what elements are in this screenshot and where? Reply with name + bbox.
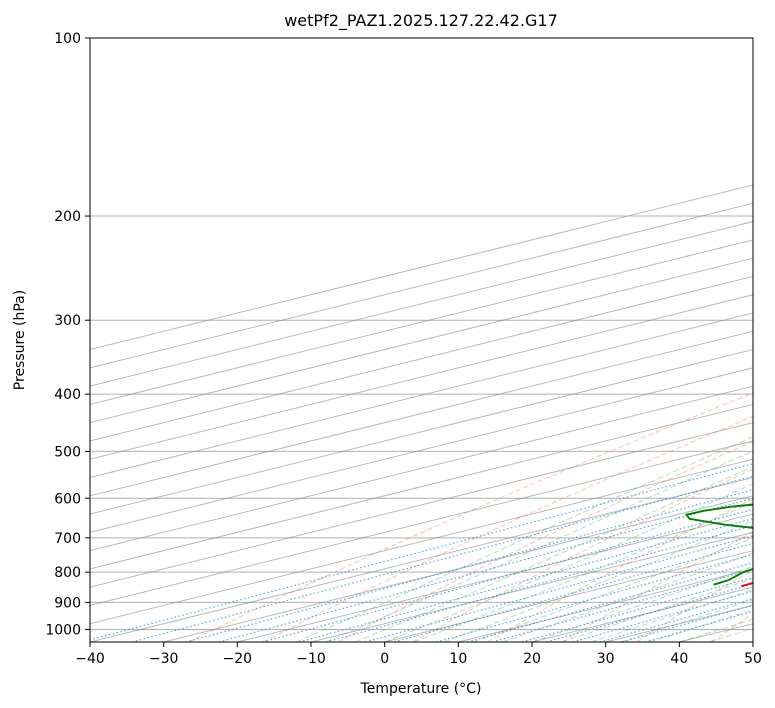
mixing-ratio-line	[436, 553, 753, 642]
x-tick-label: 40	[670, 651, 688, 667]
isotherm	[90, 221, 753, 387]
dry-adiabat	[487, 498, 753, 642]
isotherm	[90, 330, 753, 497]
x-tick-label: 30	[597, 651, 615, 667]
moist-adiabat	[649, 609, 753, 642]
moist-adiabat	[355, 466, 753, 642]
moist-adiabats	[296, 436, 753, 642]
isotherm	[163, 495, 753, 642]
dry-adiabat	[337, 441, 753, 642]
y-axis-ticks: 100 200 300 400 500 600 700 800 900 1000	[45, 31, 90, 638]
moist-adiabat	[413, 501, 753, 642]
mixing-ratio-lines	[90, 463, 753, 642]
plot-frame	[89, 37, 754, 643]
dry-adiabat	[636, 569, 753, 642]
isotherm	[90, 184, 753, 351]
dry-adiabat	[188, 392, 753, 642]
x-tick-label: 20	[523, 651, 541, 667]
temperature-profile-line	[741, 581, 753, 588]
mixing-ratio-line	[185, 489, 753, 642]
dry-adiabat	[562, 531, 753, 642]
isotherm	[90, 312, 753, 478]
x-tick-label: −10	[296, 651, 326, 667]
x-tick-label: −20	[223, 651, 253, 667]
isotherm	[90, 202, 753, 369]
x-axis-ticks: −40 −30 −20 −10 0 10 20 30 40 50	[75, 642, 762, 667]
isotherm	[458, 568, 753, 642]
isotherms	[90, 184, 753, 642]
y-tick-label: 800	[54, 565, 81, 581]
dry-adiabat	[711, 613, 753, 642]
mixing-ratio-line	[262, 508, 753, 642]
x-tick-label: 0	[380, 651, 389, 667]
isotherm	[310, 531, 753, 642]
moist-adiabat	[296, 436, 753, 642]
moist-adiabat	[325, 450, 753, 642]
x-tick-label: −40	[75, 651, 105, 667]
x-tick-label: −30	[149, 651, 179, 667]
dry-adiabat	[412, 468, 753, 642]
isotherm	[90, 440, 753, 606]
y-tick-label: 500	[54, 444, 81, 460]
mixing-ratio-line	[365, 535, 753, 642]
isotherm	[237, 513, 753, 642]
x-tick-label: 50	[744, 651, 762, 667]
moist-adiabat	[531, 565, 753, 642]
isotherm	[679, 623, 753, 642]
isotherm	[90, 275, 753, 442]
isotherm	[90, 239, 753, 405]
y-tick-label: 100	[54, 31, 81, 47]
mixing-ratio-line	[299, 518, 753, 642]
moist-adiabat	[502, 552, 753, 642]
isotherm	[90, 385, 753, 552]
moist-adiabat	[384, 483, 753, 642]
moist-adiabat	[590, 589, 753, 642]
isotherm	[90, 294, 753, 460]
y-tick-label: 900	[54, 595, 81, 611]
isotherm	[90, 476, 753, 642]
plot-area: -100-90-80-70-60-50-40-30-20-10010203040…	[90, 38, 775, 642]
isotherm	[90, 422, 753, 588]
x-axis-label: Temperature (°C)	[360, 681, 482, 697]
pressure-gridlines	[90, 38, 753, 630]
mixing-ratio-line	[492, 568, 753, 642]
dewpoint-profile-line	[685, 503, 753, 586]
y-tick-label: 300	[54, 313, 81, 329]
y-tick-label: 400	[54, 387, 81, 403]
chart-title: wetPf2_PAZ1.2025.127.22.42.G17	[284, 11, 558, 31]
moist-adiabat	[561, 578, 753, 642]
isotherm	[90, 403, 753, 570]
mixing-ratio-line	[325, 525, 753, 642]
y-tick-label: 600	[54, 491, 81, 507]
isotherm	[90, 257, 753, 424]
dry-adiabat	[263, 415, 753, 642]
mixing-ratio-line	[394, 542, 753, 642]
x-tick-label: 10	[449, 651, 467, 667]
moist-adiabat	[679, 618, 753, 642]
moist-adiabat	[443, 520, 753, 642]
y-tick-label: 1000	[45, 622, 81, 638]
moist-adiabat	[472, 537, 753, 642]
y-axis-label: Pressure (hPa)	[12, 290, 28, 390]
isotherm-label: 40	[767, 607, 775, 627]
y-tick-label: 700	[54, 531, 81, 547]
isotherm	[752, 641, 753, 642]
isotherm	[90, 458, 753, 625]
y-tick-label: 200	[54, 209, 81, 225]
